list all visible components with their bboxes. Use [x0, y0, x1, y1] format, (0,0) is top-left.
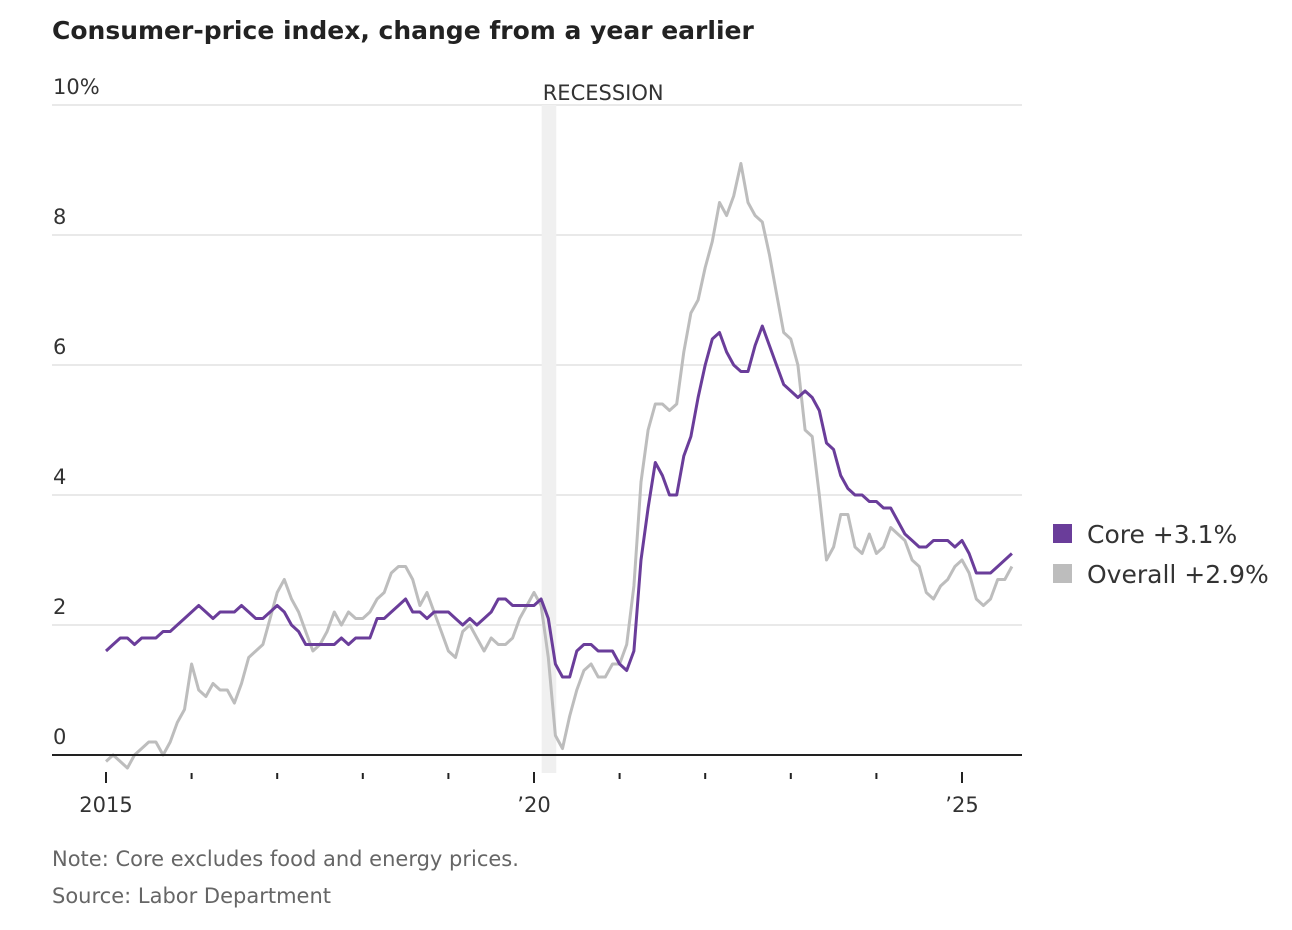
y-tick-label: 0	[53, 725, 66, 749]
x-tick-label: ’25	[945, 793, 978, 817]
y-tick-label: 8	[53, 205, 66, 229]
y-tick-label: 4	[53, 465, 66, 489]
x-tick-label: ’20	[517, 793, 550, 817]
recession-label: RECESSION	[543, 81, 664, 105]
y-tick-label: 2	[53, 595, 66, 619]
legend-label-core: Core +3.1%	[1087, 520, 1237, 549]
legend-swatch-core	[1053, 524, 1072, 543]
chart-title: Consumer-price index, change from a year…	[52, 16, 754, 45]
legend-swatch-overall	[1053, 564, 1072, 583]
series-line-core	[104, 324, 1013, 679]
recession-band	[541, 105, 557, 773]
note-text: Note: Core excludes food and energy pric…	[52, 847, 519, 871]
legend-label-overall: Overall +2.9%	[1087, 560, 1269, 589]
x-tick-label: 2015	[79, 793, 132, 817]
y-tick-label: 6	[53, 335, 66, 359]
source-text: Source: Labor Department	[52, 884, 331, 908]
series-line-overall	[104, 162, 1014, 770]
y-tick-label: 10%	[53, 75, 100, 99]
